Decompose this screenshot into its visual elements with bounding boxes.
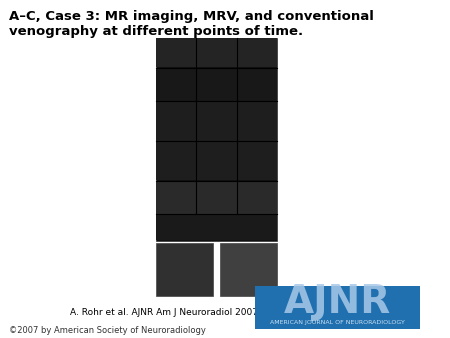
FancyBboxPatch shape xyxy=(156,243,213,296)
Text: ©2007 by American Society of Neuroradiology: ©2007 by American Society of Neuroradiol… xyxy=(9,325,205,335)
FancyBboxPatch shape xyxy=(156,181,277,214)
FancyBboxPatch shape xyxy=(156,68,277,101)
FancyBboxPatch shape xyxy=(156,38,278,241)
FancyBboxPatch shape xyxy=(156,141,277,180)
Text: AMERICAN JOURNAL OF NEURORADIOLOGY: AMERICAN JOURNAL OF NEURORADIOLOGY xyxy=(270,320,405,325)
FancyBboxPatch shape xyxy=(255,286,420,329)
FancyBboxPatch shape xyxy=(156,101,277,141)
Text: A. Rohr et al. AJNR Am J Neuroradiol 2007;28:555-559: A. Rohr et al. AJNR Am J Neuroradiol 200… xyxy=(71,308,313,317)
Text: A–C, Case 3: MR imaging, MRV, and conventional venography at different points of: A–C, Case 3: MR imaging, MRV, and conven… xyxy=(9,10,374,38)
FancyBboxPatch shape xyxy=(220,243,278,296)
FancyBboxPatch shape xyxy=(156,38,277,68)
FancyBboxPatch shape xyxy=(156,214,277,240)
Text: AJNR: AJNR xyxy=(284,283,391,321)
